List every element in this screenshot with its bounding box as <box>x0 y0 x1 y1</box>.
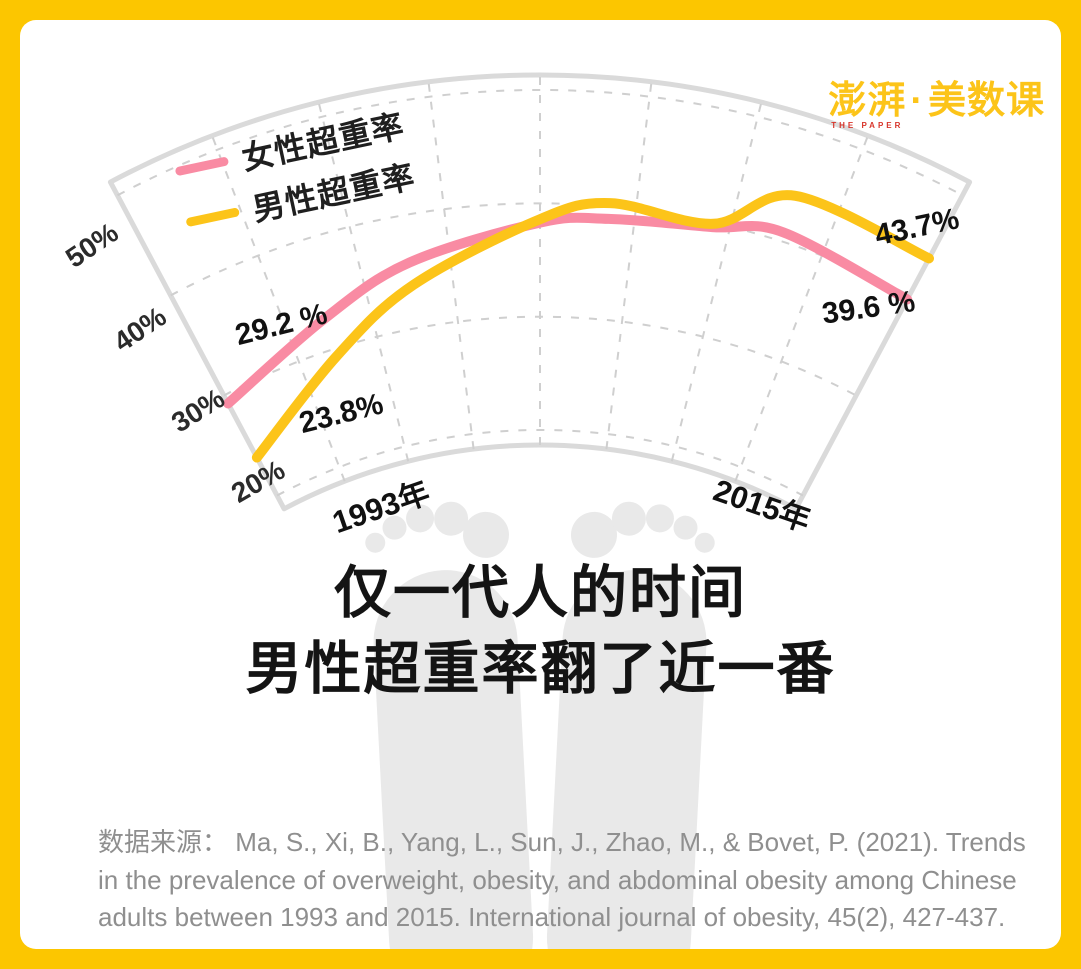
logo-subtext: THE PAPER <box>831 121 904 130</box>
right-foot <box>546 501 715 949</box>
infographic-canvas: 女性超重率 男性超重率 50% 40% 30% 20% 1993年 2015年 … <box>20 20 1061 949</box>
left-foot <box>365 501 534 949</box>
grid-spoke-1 <box>211 135 346 482</box>
page-title: 仅一代人的时间 男性超重率翻了近一番 <box>20 556 1061 708</box>
grid-arc-20 <box>276 428 804 497</box>
data-line-male <box>251 190 934 463</box>
logo-text-1: 澎湃 <box>828 80 907 122</box>
title-line-1: 仅一代人的时间 <box>334 561 747 625</box>
grid-spoke-5 <box>605 81 653 450</box>
title-line-2: 男性超重率翻了近一番 <box>245 636 836 701</box>
source-text: Ma, S., Xi, B., Yang, L., Sun, J., Zhao,… <box>98 827 1026 933</box>
grid-spoke-2 <box>317 101 410 462</box>
feet-silhouette <box>365 501 715 949</box>
logo-paper-mark: 澎湃 THE PAPER <box>828 82 906 130</box>
brand-logo: 澎湃 THE PAPER · 美数课 <box>828 82 1045 130</box>
logo-text-2: 美数课 <box>927 80 1045 122</box>
grid-spoke-7 <box>734 135 869 482</box>
grid-arc-50 <box>117 88 963 197</box>
legend-swatch-male <box>185 206 240 227</box>
data-line-female <box>223 212 913 409</box>
source-citation: 数据来源： Ma, S., Xi, B., Yang, L., Sun, J.,… <box>98 824 1046 937</box>
source-label: 数据来源： <box>98 827 229 857</box>
grid-spoke-6 <box>670 101 763 462</box>
fan-chart <box>107 72 973 512</box>
fan-border <box>107 72 973 512</box>
fan-chart-stage <box>107 72 973 949</box>
legend-swatch-female <box>174 155 230 176</box>
logo-dot: · <box>910 80 924 122</box>
